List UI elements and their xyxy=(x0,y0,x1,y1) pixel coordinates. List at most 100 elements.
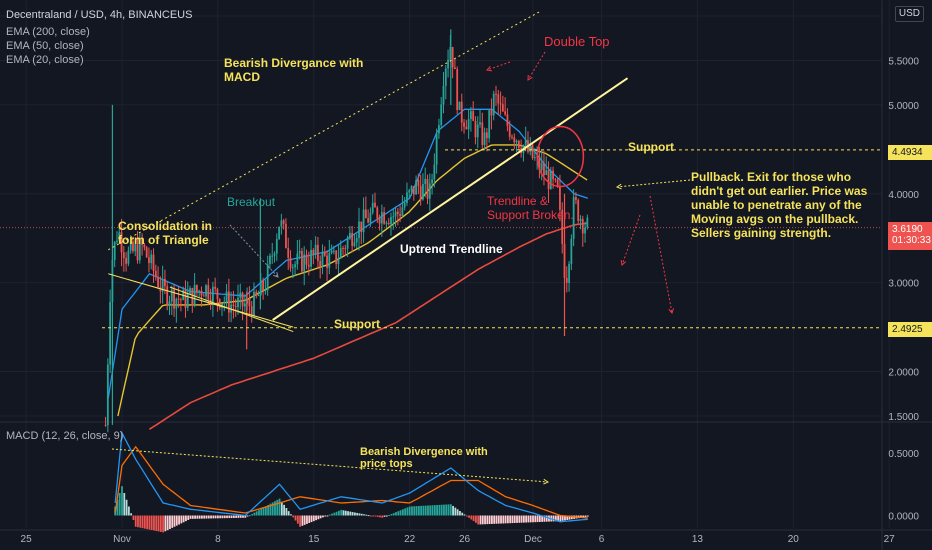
candle-body xyxy=(392,216,395,218)
macd-histogram-bar xyxy=(545,515,548,522)
candle-body xyxy=(118,232,121,241)
macd-histogram-bar xyxy=(506,515,509,524)
macd-histogram-bar xyxy=(500,515,502,524)
candle-body xyxy=(431,179,433,184)
macd-histogram-bar xyxy=(536,515,539,523)
candle-body xyxy=(241,292,244,307)
symbol-title[interactable]: Decentraland / USD, 4h, BINANCEUS xyxy=(6,9,193,21)
macd-histogram-bar xyxy=(529,515,532,523)
candle-body xyxy=(132,241,134,252)
indicator-ema20[interactable]: EMA (20, close) xyxy=(6,54,84,66)
macd-histogram-bar xyxy=(454,507,457,516)
macd-histogram-bar xyxy=(459,511,461,516)
macd-histogram-bar xyxy=(420,505,423,516)
candle-body xyxy=(396,211,399,215)
candle-body xyxy=(237,297,239,307)
macd-histogram-bar xyxy=(532,515,534,523)
macd-histogram-bar xyxy=(372,515,375,517)
double-top-arrow-left-head xyxy=(486,65,493,72)
macd-histogram-bar xyxy=(171,515,174,528)
macd-histogram-bar xyxy=(121,486,123,516)
candle-body xyxy=(351,232,354,246)
indicator-ema200[interactable]: EMA (200, close) xyxy=(6,26,90,38)
candle-body xyxy=(166,286,169,306)
candle-body xyxy=(330,250,333,254)
candle-body xyxy=(129,241,132,251)
candle-body xyxy=(317,244,319,261)
candle-body xyxy=(458,101,461,110)
candle-body xyxy=(559,186,561,210)
candle-body xyxy=(243,303,246,307)
candle-body xyxy=(328,253,331,268)
annotation-pullback: Pullback. Exit for those who didn't get … xyxy=(691,170,868,240)
candle-body xyxy=(250,306,253,317)
candle-body xyxy=(205,285,207,297)
candle-body xyxy=(173,289,175,309)
macd-histogram-bar xyxy=(427,505,429,516)
candle-body xyxy=(552,170,554,180)
candle-body xyxy=(207,285,210,300)
candle-body xyxy=(291,267,294,269)
macd-histogram-bar xyxy=(185,515,187,522)
candle-body xyxy=(335,250,338,265)
candle-body xyxy=(195,285,198,293)
macd-histogram-bar xyxy=(308,515,311,523)
macd-histogram-bar xyxy=(125,499,128,516)
macd-histogram-bar xyxy=(365,514,368,516)
macd-histogram-bar xyxy=(280,501,283,516)
macd-histogram-bar xyxy=(374,515,377,517)
macd-histogram-bar xyxy=(525,515,528,523)
annotation-divergence-macd: Bearish Divergance with MACD xyxy=(224,56,364,84)
macd-histogram-bar xyxy=(278,498,281,516)
macd-histogram-bar xyxy=(477,515,480,525)
price-tick-label: 5.0000 xyxy=(888,101,919,112)
macd-histogram-bar xyxy=(205,515,208,519)
candle-body xyxy=(538,156,541,171)
candle-body xyxy=(106,364,109,426)
candle-body xyxy=(337,258,340,265)
macd-histogram-bar xyxy=(527,515,530,523)
macd-histogram-bar xyxy=(214,515,217,519)
breakout-arrow-head xyxy=(273,272,279,278)
macd-histogram-bar xyxy=(217,515,219,519)
macd-histogram-bar xyxy=(411,506,413,516)
currency-button[interactable]: USD xyxy=(894,6,924,22)
candle-body xyxy=(184,290,187,308)
candle-body xyxy=(545,170,548,176)
candle-body xyxy=(533,157,536,159)
price-divergence-arrow-head xyxy=(543,478,550,485)
candle-body xyxy=(513,137,516,143)
macd-histogram-bar xyxy=(513,515,516,523)
macd-histogram-bar xyxy=(328,514,331,516)
candle-body xyxy=(385,222,388,224)
indicator-ema50[interactable]: EMA (50, close) xyxy=(6,40,84,52)
candle-body xyxy=(406,192,408,203)
candle-body xyxy=(442,85,445,105)
macd-histogram-bar xyxy=(212,515,215,519)
candle-body xyxy=(524,140,527,146)
candle-body xyxy=(346,238,349,249)
candle-body xyxy=(154,270,157,277)
macd-histogram-bar xyxy=(246,515,249,517)
candle-body xyxy=(296,253,299,265)
support-bottom-tag: 2.4925 xyxy=(888,322,932,337)
candle-body xyxy=(360,221,363,233)
candle-body xyxy=(186,293,189,308)
macd-histogram-bar xyxy=(201,515,203,519)
macd-label[interactable]: MACD (12, 26, close, 9) xyxy=(6,430,124,442)
candle-body xyxy=(161,278,164,292)
macd-histogram-bar xyxy=(383,515,386,517)
time-tick-label: 26 xyxy=(459,534,471,545)
macd-histogram-bar xyxy=(267,505,270,516)
macd-histogram-bar xyxy=(255,511,258,516)
macd-histogram-bar xyxy=(481,515,484,525)
candle-body xyxy=(362,209,365,233)
macd-histogram-bar xyxy=(283,504,286,516)
macd-histogram-bar xyxy=(491,515,493,524)
macd-histogram-bar xyxy=(541,515,544,522)
annotation-uptrend: Uptrend Trendline xyxy=(400,242,503,256)
price-tick-label: 2.0000 xyxy=(888,368,919,379)
macd-histogram-bar xyxy=(139,515,142,528)
candle-body xyxy=(531,144,534,159)
